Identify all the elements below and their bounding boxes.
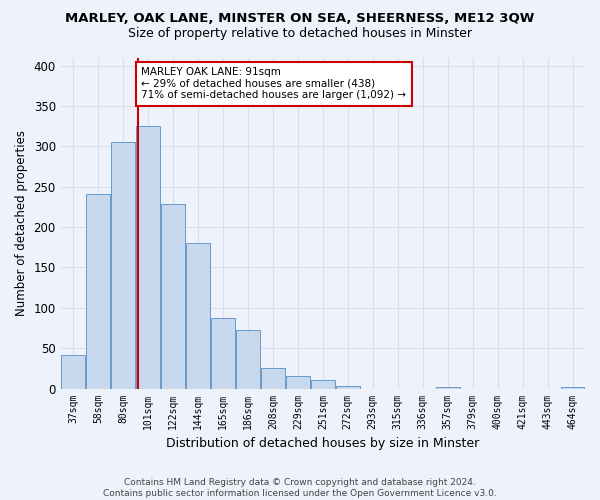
Text: Size of property relative to detached houses in Minster: Size of property relative to detached ho…: [128, 28, 472, 40]
Bar: [111, 142, 135, 388]
X-axis label: Distribution of detached houses by size in Minster: Distribution of detached houses by size …: [166, 437, 479, 450]
Bar: [61, 354, 85, 388]
Bar: [136, 126, 160, 388]
Bar: [261, 368, 285, 388]
Bar: [186, 243, 210, 388]
Bar: [161, 204, 185, 388]
Bar: [236, 330, 260, 388]
Bar: [436, 387, 460, 388]
Bar: [311, 380, 335, 388]
Bar: [286, 376, 310, 388]
Bar: [86, 194, 110, 388]
Text: Contains HM Land Registry data © Crown copyright and database right 2024.
Contai: Contains HM Land Registry data © Crown c…: [103, 478, 497, 498]
Bar: [560, 387, 584, 388]
Text: MARLEY OAK LANE: 91sqm
← 29% of detached houses are smaller (438)
71% of semi-de: MARLEY OAK LANE: 91sqm ← 29% of detached…: [142, 67, 406, 100]
Bar: [336, 386, 359, 388]
Bar: [211, 318, 235, 388]
Text: MARLEY, OAK LANE, MINSTER ON SEA, SHEERNESS, ME12 3QW: MARLEY, OAK LANE, MINSTER ON SEA, SHEERN…: [65, 12, 535, 26]
Y-axis label: Number of detached properties: Number of detached properties: [15, 130, 28, 316]
